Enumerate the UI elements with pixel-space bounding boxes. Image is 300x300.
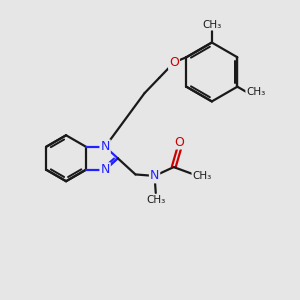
Text: CH₃: CH₃ (202, 20, 221, 30)
Text: CH₃: CH₃ (246, 87, 266, 97)
Text: O: O (174, 136, 184, 148)
Text: CH₃: CH₃ (192, 171, 212, 181)
Text: N: N (100, 140, 110, 153)
Text: O: O (169, 56, 179, 69)
Text: CH₃: CH₃ (146, 195, 165, 205)
Text: N: N (150, 169, 159, 182)
Text: N: N (100, 163, 110, 176)
